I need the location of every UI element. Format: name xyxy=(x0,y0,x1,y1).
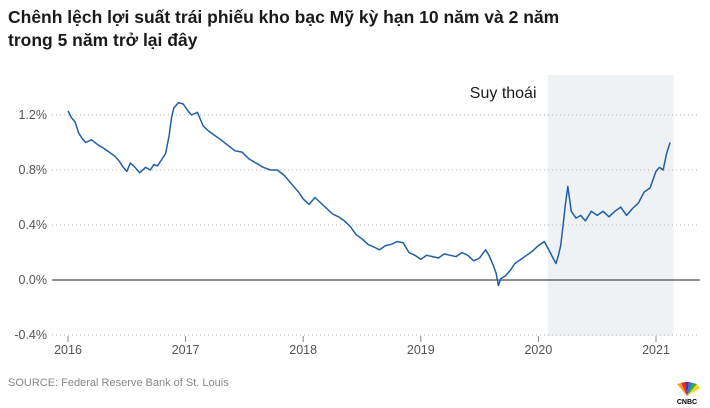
cnbc-logo: CNBC xyxy=(668,380,706,406)
y-tick-label: 0.8% xyxy=(19,163,48,177)
logo-text: CNBC xyxy=(676,399,698,406)
y-tick-label: 0.4% xyxy=(19,218,48,232)
y-tick-label: 1.2% xyxy=(19,108,48,122)
peacock-icon xyxy=(677,382,700,396)
y-tick-label: 0.0% xyxy=(19,273,48,287)
recession-label: Suy thoái xyxy=(470,85,537,102)
x-tick-label: 2018 xyxy=(289,343,317,357)
chart-title-line1: Chênh lệch lợi suất trái phiếu kho bạc M… xyxy=(8,7,560,27)
recession-shaded-region xyxy=(547,75,674,336)
x-tick-label: 2020 xyxy=(524,343,552,357)
y-tick-label: -0.4% xyxy=(14,328,47,342)
source-note: SOURCE: Federal Reserve Bank of St. Loui… xyxy=(8,377,229,389)
series-line-0 xyxy=(67,101,671,287)
x-tick-label: 2017 xyxy=(172,343,200,357)
x-tick-label: 2021 xyxy=(642,343,670,357)
chart-title: Chênh lệch lợi suất trái phiếu kho bạc M… xyxy=(8,6,698,52)
x-tick-label: 2019 xyxy=(407,343,435,357)
x-tick-label: 2016 xyxy=(54,343,82,357)
chart-title-line2: trong 5 năm trở lại đây xyxy=(8,30,198,50)
